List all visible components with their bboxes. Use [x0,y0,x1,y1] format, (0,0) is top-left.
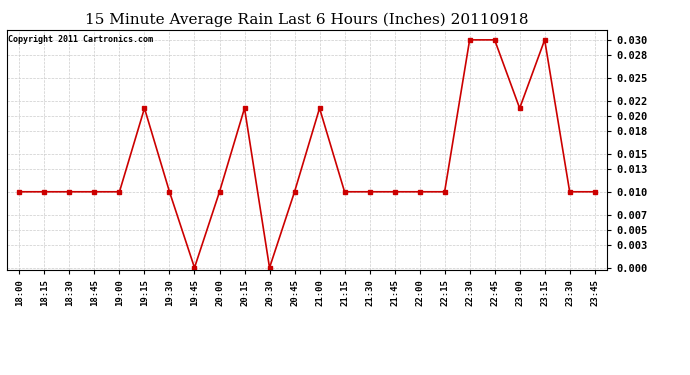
Text: Copyright 2011 Cartronics.com: Copyright 2011 Cartronics.com [8,35,153,44]
Title: 15 Minute Average Rain Last 6 Hours (Inches) 20110918: 15 Minute Average Rain Last 6 Hours (Inc… [86,13,529,27]
